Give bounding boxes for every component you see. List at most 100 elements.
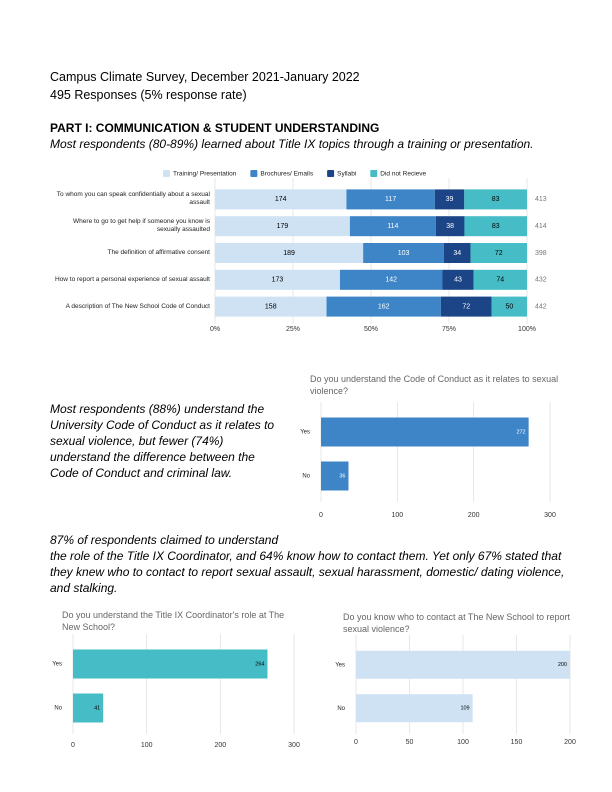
x-tick-label: 100 bbox=[141, 742, 153, 749]
bar-segment bbox=[339, 269, 443, 290]
x-tick-label: 0 bbox=[319, 512, 323, 519]
x-tick-label: 300 bbox=[288, 742, 300, 749]
x-tick-label: 200 bbox=[564, 739, 576, 746]
bar-segment bbox=[435, 216, 465, 237]
bar-segment bbox=[215, 189, 347, 210]
legend-label: Syllabi bbox=[337, 171, 356, 178]
section-intro: Most respondents (80-89%) learned about … bbox=[50, 137, 534, 151]
bar-segment bbox=[470, 243, 527, 263]
y-tick-label: No bbox=[302, 474, 310, 480]
bar-segment bbox=[326, 296, 441, 317]
y-tick-label: Where to go to get help if someone you k… bbox=[73, 218, 210, 234]
x-tick-label: 300 bbox=[544, 512, 556, 519]
total-label: 414 bbox=[535, 223, 547, 230]
y-tick-label: The definition of affirmative consent bbox=[107, 249, 211, 256]
y-tick-label: Yes bbox=[335, 662, 345, 668]
bar-segment bbox=[215, 269, 340, 290]
bar bbox=[73, 649, 268, 679]
section-heading: PART I: COMMUNICATION & STUDENT UNDERSTA… bbox=[50, 121, 380, 135]
data-label: 272 bbox=[516, 429, 525, 435]
x-tick-label: 50% bbox=[364, 326, 378, 333]
data-label: 34 bbox=[453, 250, 461, 257]
y-tick-label: How to report a personal experience of s… bbox=[54, 275, 210, 283]
bar-segment bbox=[349, 216, 436, 237]
y-tick-label: Yes bbox=[52, 662, 62, 668]
data-label: 72 bbox=[462, 303, 470, 310]
y-tick-label: No bbox=[54, 706, 62, 712]
bar-segment bbox=[464, 189, 527, 210]
bar bbox=[356, 694, 473, 723]
data-label: 74 bbox=[496, 277, 504, 284]
bar bbox=[321, 461, 349, 491]
bar-segment bbox=[491, 296, 527, 317]
data-label: 36 bbox=[339, 473, 345, 479]
data-label: 43 bbox=[454, 277, 462, 284]
bar-segment bbox=[440, 296, 492, 317]
data-label: 173 bbox=[272, 277, 284, 284]
total-label: 398 bbox=[535, 250, 547, 257]
legend-swatch bbox=[327, 170, 335, 177]
y-tick-label: To whom you can speak confidentially abo… bbox=[56, 191, 210, 207]
x-tick-label: 200 bbox=[214, 742, 226, 749]
y-tick-label: A description of The New School Code of … bbox=[65, 302, 210, 310]
x-tick-label: 150 bbox=[511, 739, 523, 746]
data-label: 264 bbox=[255, 661, 264, 667]
data-label: 41 bbox=[94, 705, 100, 711]
bar-segment bbox=[215, 296, 327, 317]
data-label: 162 bbox=[378, 303, 390, 310]
data-label: 83 bbox=[492, 196, 500, 203]
data-label: 50 bbox=[505, 303, 513, 310]
x-tick-label: 100% bbox=[518, 326, 536, 333]
total-label: 442 bbox=[535, 303, 547, 310]
x-tick-label: 100 bbox=[391, 512, 403, 519]
legend-swatch bbox=[250, 170, 258, 177]
bar-segment bbox=[363, 243, 444, 263]
bar bbox=[356, 650, 570, 679]
total-label: 413 bbox=[535, 196, 547, 203]
legend-label: Brochures/ Emails bbox=[260, 171, 313, 178]
bar bbox=[321, 417, 529, 447]
data-label: 38 bbox=[446, 223, 454, 230]
legend-swatch bbox=[163, 170, 170, 177]
legend-label: Training/ Presentation bbox=[173, 171, 237, 178]
x-tick-label: 0 bbox=[71, 742, 75, 749]
data-label: 179 bbox=[277, 223, 289, 230]
data-label: 189 bbox=[283, 250, 295, 257]
data-label: 200 bbox=[558, 662, 567, 668]
data-label: 39 bbox=[446, 196, 454, 203]
data-label: 174 bbox=[275, 196, 287, 203]
data-label: 117 bbox=[385, 196, 396, 203]
bar-segment bbox=[434, 189, 465, 210]
bar-segment bbox=[442, 269, 474, 290]
x-tick-label: 200 bbox=[468, 512, 480, 519]
doc-subtitle: 495 Responses (5% response rate) bbox=[50, 88, 247, 102]
x-tick-label: 100 bbox=[457, 739, 469, 746]
data-label: 109 bbox=[460, 706, 469, 712]
bar bbox=[73, 693, 104, 723]
legend-label: Did not Recieve bbox=[380, 171, 426, 178]
data-label: 103 bbox=[398, 250, 410, 257]
text-block: the role of the Title IX Coordinator, an… bbox=[50, 549, 565, 595]
chart-title: Do you know who to contact at The New Sc… bbox=[343, 612, 570, 634]
x-tick-label: 0% bbox=[210, 326, 220, 333]
x-tick-label: 75% bbox=[442, 326, 456, 333]
bar-segment bbox=[215, 216, 350, 237]
text-block: Most respondents (88%) understand the Un… bbox=[50, 402, 275, 480]
data-label: 142 bbox=[385, 277, 397, 284]
bar-segment bbox=[464, 216, 527, 237]
data-label: 114 bbox=[387, 223, 398, 230]
bar-segment bbox=[215, 243, 364, 263]
chart-title: Do you understand the Title IX Coordinat… bbox=[62, 610, 285, 632]
text-block: 87% of respondents claimed to understand bbox=[50, 533, 279, 547]
y-tick-label: No bbox=[337, 706, 345, 712]
bar-segment bbox=[443, 243, 471, 263]
x-tick-label: 25% bbox=[286, 326, 300, 333]
x-tick-label: 0 bbox=[354, 739, 358, 746]
data-label: 72 bbox=[495, 250, 503, 257]
doc-title: Campus Climate Survey, December 2021-Jan… bbox=[50, 70, 360, 84]
y-tick-label: Yes bbox=[300, 430, 310, 436]
chart-title: Do you understand the Code of Conduct as… bbox=[310, 374, 559, 396]
data-label: 83 bbox=[492, 223, 500, 230]
